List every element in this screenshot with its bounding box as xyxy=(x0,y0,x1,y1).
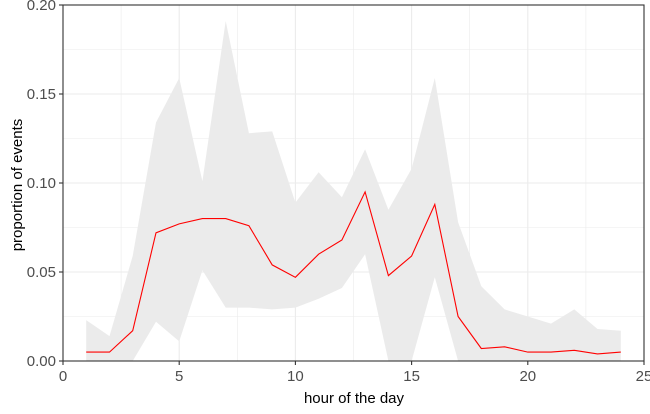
x-tick-label: 0 xyxy=(59,368,67,385)
x-axis: 0 5 10 15 20 25 xyxy=(59,361,650,385)
x-tick-label: 10 xyxy=(287,368,304,385)
series-line xyxy=(86,190,621,355)
confidence-band xyxy=(86,21,621,361)
x-tick-label: 25 xyxy=(636,368,650,385)
y-tick-label: 0.05 xyxy=(27,264,56,281)
y-tick-label: 0.00 xyxy=(27,353,56,370)
y-axis-title: proportion of events xyxy=(9,119,26,252)
y-axis: 0.00 0.05 0.10 0.15 0.20 xyxy=(27,0,63,370)
y-tick-label: 0.20 xyxy=(27,0,56,14)
x-axis-title: hour of the day xyxy=(304,390,405,407)
x-tick-label: 20 xyxy=(519,368,536,385)
x-tick-label: 5 xyxy=(175,368,183,385)
y-tick-label: 0.15 xyxy=(27,86,56,103)
x-tick-label: 15 xyxy=(403,368,420,385)
y-tick-label: 0.10 xyxy=(27,175,56,192)
